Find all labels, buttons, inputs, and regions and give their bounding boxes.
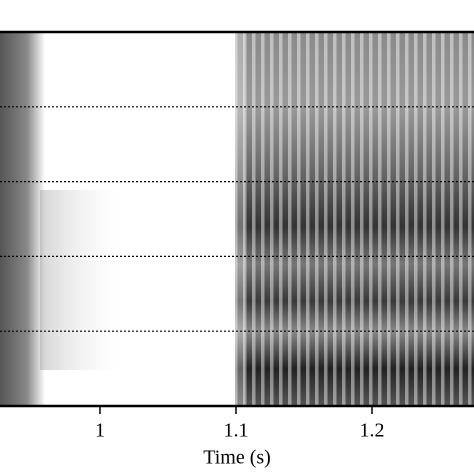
x-tick-label: 1.1 <box>223 420 248 442</box>
x-tick-label: 1 <box>95 420 105 442</box>
plot-frame <box>0 30 474 408</box>
x-tick-label: 1.2 <box>359 420 384 442</box>
x-axis: 1 1.1 1.2 <box>95 406 384 442</box>
x-axis-label: Time (s) <box>203 447 271 469</box>
spectrogram-image <box>0 32 474 406</box>
grid <box>0 106 474 332</box>
